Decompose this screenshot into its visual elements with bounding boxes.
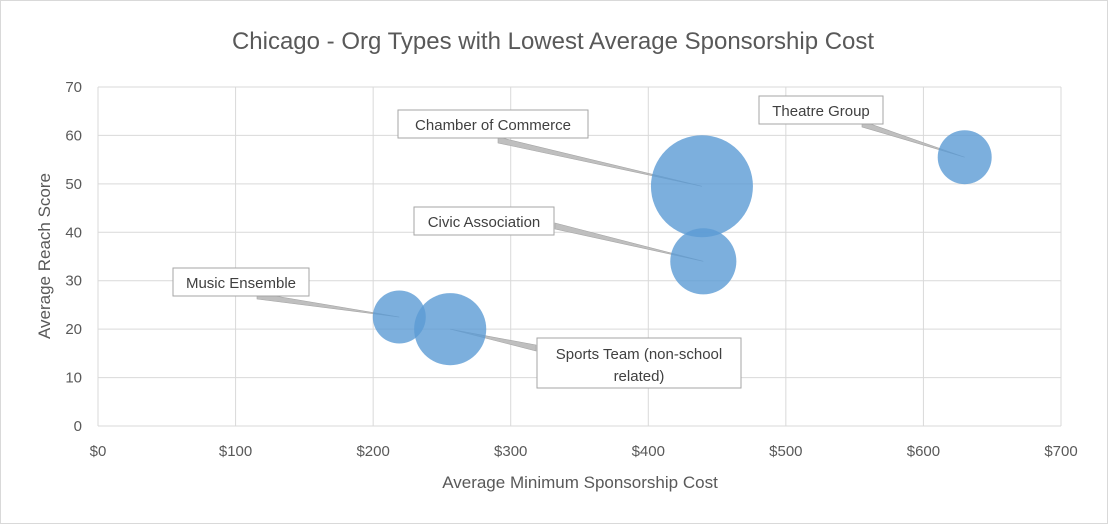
y-tick-label: 10 — [65, 370, 82, 387]
data-label: Chamber of Commerce — [415, 117, 571, 134]
y-tick-label: 30 — [65, 273, 82, 290]
data-label: Sports Team (non-school related) — [556, 346, 722, 385]
bubbles — [372, 130, 992, 366]
y-axis-title: Average Reach Score — [35, 173, 54, 339]
bubble — [414, 293, 487, 366]
x-tick-label: $500 — [769, 443, 802, 460]
y-tick-label: 70 — [65, 79, 82, 96]
bubble — [372, 290, 426, 344]
x-tick-label: $300 — [494, 443, 527, 460]
callout-box — [413, 206, 555, 236]
y-tick-label: 50 — [65, 176, 82, 193]
leader-line — [497, 136, 703, 187]
y-tick-label: 60 — [65, 127, 82, 144]
callout-box — [397, 109, 589, 139]
callout-box — [172, 267, 310, 297]
y-tick-label: 20 — [65, 321, 82, 338]
x-tick-label: $700 — [1044, 443, 1077, 460]
chart-title: Chicago - Org Types with Lowest Average … — [232, 28, 874, 55]
callout-box — [758, 95, 884, 125]
y-tick-label: 40 — [65, 224, 82, 241]
data-label: Music Ensemble — [186, 275, 296, 292]
x-axis-ticks: $0 $100 $200 $300 $400 $500 $600 $700 — [90, 443, 1078, 460]
x-tick-label: $400 — [632, 443, 665, 460]
leader-lines — [256, 120, 965, 352]
callout-box — [536, 337, 742, 389]
data-label: Theatre Group — [772, 103, 870, 120]
x-tick-label: $0 — [90, 443, 107, 460]
x-tick-label: $100 — [219, 443, 252, 460]
bubble — [670, 228, 737, 295]
data-label: Civic Association — [428, 214, 541, 231]
y-axis-ticks: 0 10 20 30 40 50 60 70 — [65, 79, 82, 435]
data-label-callouts: Chamber of Commerce Theatre Group Civic As… — [172, 95, 884, 389]
leader-line — [450, 328, 537, 352]
x-tick-label: $200 — [356, 443, 389, 460]
x-tick-label: $600 — [907, 443, 940, 460]
bubble — [937, 130, 992, 185]
y-tick-label: 0 — [74, 418, 82, 435]
bubble — [650, 135, 753, 238]
leader-line — [554, 222, 704, 262]
x-axis-title: Average Minimum Sponsorship Cost — [442, 473, 718, 492]
